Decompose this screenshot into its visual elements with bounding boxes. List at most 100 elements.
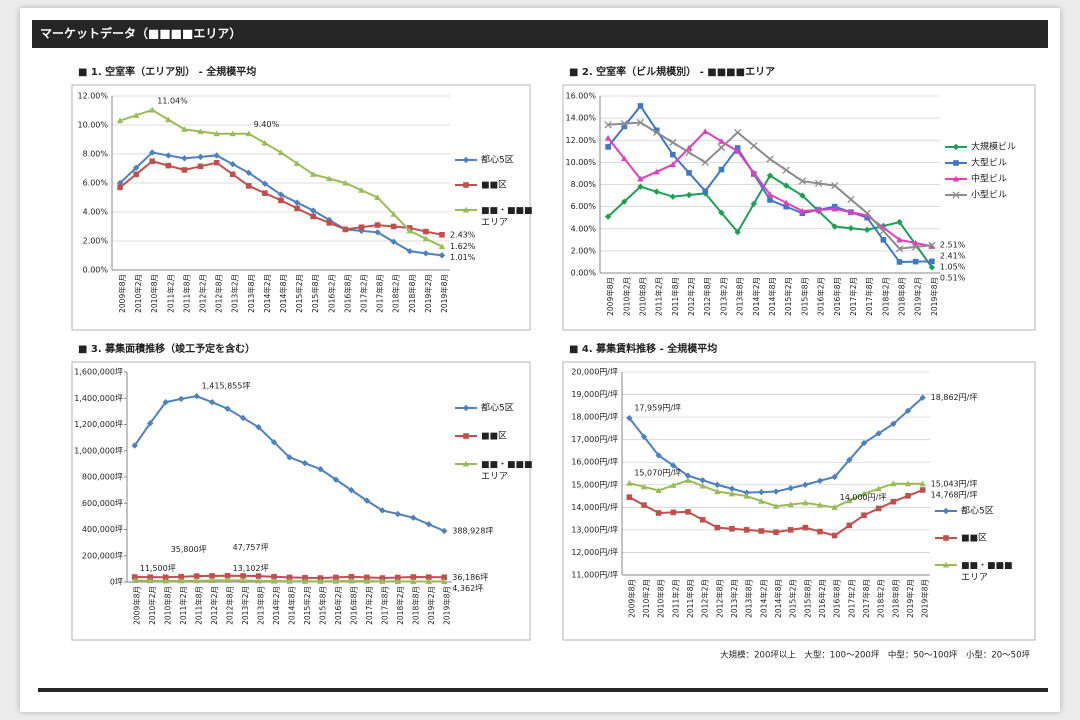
- header-bar: [32, 20, 1048, 48]
- marker: [787, 527, 794, 533]
- y-tick-label: 16,000円/坪: [571, 458, 618, 467]
- marker: [326, 220, 333, 226]
- header-title: マーケットデータ（■■■■エリア）: [40, 26, 241, 41]
- x-tick-label: 2017年8月: [379, 586, 389, 625]
- data-label: 35,800坪: [171, 545, 207, 554]
- y-tick-label: 600,000坪: [82, 499, 123, 508]
- x-tick-label: 2014年2月: [271, 586, 281, 625]
- marker: [374, 194, 381, 201]
- marker: [423, 228, 429, 235]
- legend-label: ■■区: [481, 431, 507, 442]
- marker: [342, 179, 349, 186]
- legend-label: 大規模ビル: [971, 141, 1016, 153]
- marker: [718, 209, 725, 216]
- marker: [309, 207, 317, 214]
- marker: [750, 200, 758, 208]
- x-tick-label: 2013年2月: [729, 579, 739, 618]
- x-tick-label: 2014年8月: [773, 579, 783, 618]
- marker: [669, 193, 677, 200]
- x-tick-label: 2009年8月: [132, 586, 142, 625]
- marker: [919, 480, 926, 487]
- marker: [743, 527, 750, 533]
- marker: [364, 574, 370, 581]
- marker: [831, 223, 838, 230]
- marker: [177, 577, 185, 584]
- legend-marker: [462, 156, 470, 164]
- marker: [817, 528, 823, 535]
- marker: [379, 575, 386, 581]
- x-tick-label: 2017年8月: [375, 274, 385, 313]
- chart-frame: [71, 84, 531, 331]
- marker: [728, 485, 736, 492]
- marker: [729, 525, 735, 532]
- x-tick-label: 2014年8月: [287, 586, 297, 625]
- x-tick-label: 2019年8月: [920, 579, 930, 618]
- marker: [799, 207, 806, 214]
- marker: [702, 128, 709, 134]
- data-label: 18,862円/坪: [931, 393, 978, 402]
- marker: [758, 488, 765, 496]
- x-tick-label: 2016年2月: [333, 586, 343, 625]
- marker: [293, 160, 301, 166]
- y-tick-label: 6.00%: [83, 179, 109, 188]
- x-tick-label: 2012年2月: [209, 586, 219, 625]
- marker: [750, 142, 758, 150]
- marker: [301, 460, 309, 467]
- marker: [782, 199, 790, 206]
- y-tick-label: 20,000円/坪: [571, 368, 618, 377]
- marker: [245, 169, 253, 177]
- x-tick-label: 2014年8月: [767, 277, 777, 316]
- marker: [302, 574, 308, 581]
- data-label: 14,768円/坪: [931, 490, 978, 499]
- marker: [928, 241, 936, 249]
- marker: [410, 514, 417, 521]
- marker: [177, 395, 185, 403]
- marker: [147, 574, 154, 580]
- y-tick-label: 13,000円/坪: [571, 525, 618, 534]
- marker: [208, 398, 216, 406]
- marker: [441, 574, 448, 581]
- y-tick-label: 14,000円/坪: [571, 503, 618, 512]
- marker: [787, 501, 794, 508]
- marker: [181, 126, 188, 132]
- y-tick-label: 400,000坪: [82, 525, 123, 534]
- y-tick-label: 4.00%: [571, 224, 597, 233]
- marker: [734, 228, 741, 236]
- marker: [734, 145, 741, 151]
- data-label: 1.62%: [450, 242, 476, 251]
- x-tick-label: 2019年2月: [423, 274, 433, 313]
- y-tick-label: 800,000坪: [82, 473, 123, 482]
- marker: [621, 198, 628, 205]
- y-tick-label: 1,200,000坪: [74, 420, 123, 429]
- marker: [816, 501, 824, 508]
- marker: [875, 505, 882, 512]
- x-tick-label: 2010年8月: [149, 274, 159, 313]
- marker: [439, 231, 445, 238]
- marker: [239, 414, 247, 422]
- x-tick-label: 2018年2月: [880, 277, 890, 316]
- legend-marker: [953, 160, 959, 166]
- marker: [394, 510, 402, 518]
- marker: [310, 213, 316, 220]
- marker: [685, 191, 693, 199]
- data-label: 14,000円/坪: [840, 493, 887, 502]
- x-tick-label: 2011年2月: [165, 274, 175, 313]
- x-tick-label: 2017年2月: [848, 277, 858, 316]
- data-label: 9.40%: [254, 120, 280, 129]
- marker: [846, 522, 853, 529]
- chart-frame: [71, 361, 531, 641]
- footer-rule: [38, 688, 1048, 692]
- marker: [637, 103, 644, 109]
- x-tick-label: 2013年8月: [744, 579, 754, 618]
- marker: [390, 223, 397, 230]
- marker: [802, 499, 809, 506]
- marker: [831, 181, 839, 190]
- marker: [193, 392, 200, 400]
- data-label: 11.04%: [157, 96, 188, 105]
- marker: [847, 208, 855, 215]
- marker: [149, 106, 156, 113]
- x-tick-label: 2010年2月: [621, 277, 631, 316]
- marker: [317, 465, 324, 473]
- x-tick-label: 2012年8月: [214, 274, 224, 313]
- marker: [641, 502, 647, 508]
